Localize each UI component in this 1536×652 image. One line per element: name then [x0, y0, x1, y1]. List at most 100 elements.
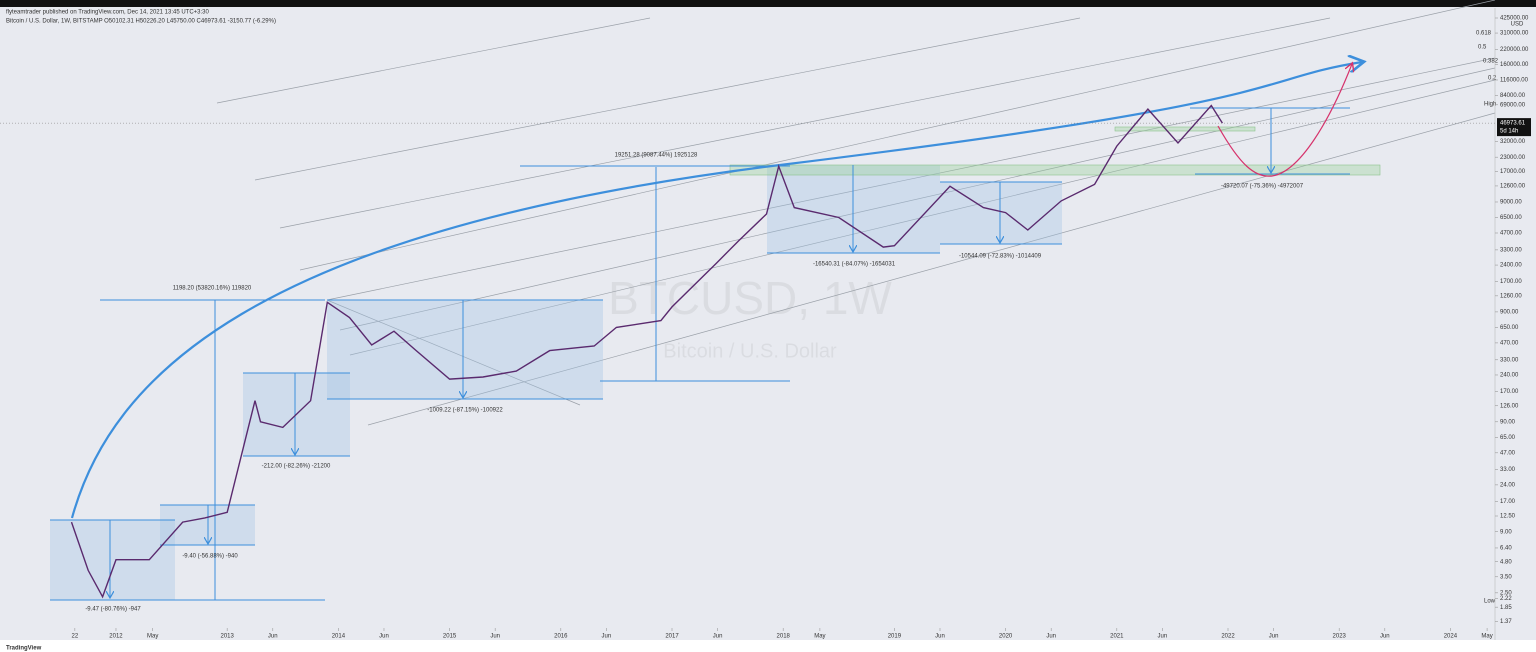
y-tick-label: 240.00	[1500, 373, 1519, 379]
y-tick-label: 2.22	[1500, 596, 1512, 602]
x-tick-label: 2020	[999, 634, 1013, 640]
x-tick-label: 2013	[221, 634, 235, 640]
y-tick-label: 9000.00	[1500, 200, 1522, 206]
x-tick-label: 2018	[777, 634, 791, 640]
annotation: -49720.07 (-75.36%) -4972007	[1221, 184, 1304, 190]
top-bar	[0, 0, 1536, 7]
x-tick-label: 2016	[554, 634, 568, 640]
y-tick-label: 4700.00	[1500, 231, 1522, 237]
fib-label: 0.618	[1476, 31, 1492, 37]
y-tick-label: 65.00	[1500, 435, 1516, 441]
y-tick-label: 2400.00	[1500, 263, 1522, 269]
y-tick-label: 6500.00	[1500, 215, 1522, 221]
annotation: -9.40 (-56.88%) -940	[182, 554, 238, 560]
measure-lines	[50, 107, 1350, 601]
high-label: High	[1484, 102, 1496, 108]
annotation: 1198.20 (53820.16%) 119820	[173, 286, 252, 292]
x-tick-label: May	[147, 634, 158, 640]
y-tick-label: 425000.00	[1500, 16, 1529, 22]
footer: TradingView	[6, 646, 42, 652]
y-tick-label: 900.00	[1500, 309, 1519, 315]
x-tick-label: Jun	[1046, 634, 1056, 640]
price-line	[70, 104, 1223, 599]
y-tick-label: 3300.00	[1500, 247, 1522, 253]
y-tick-label: 6.40	[1500, 546, 1512, 552]
x-tick-label: Jun	[379, 634, 389, 640]
x-tick-label: Jun	[1380, 634, 1390, 640]
plot-background	[0, 7, 1536, 640]
symbol-line: Bitcoin / U.S. Dollar, 1W, BITSTAMP O501…	[6, 19, 276, 25]
projection-arc	[70, 62, 1362, 519]
y-tick-label: 3.50	[1500, 574, 1512, 580]
y-tick-label: 160000.00	[1500, 62, 1529, 68]
x-tick-label: 2019	[888, 634, 902, 640]
watermark: BTCUSD, 1W	[608, 272, 892, 324]
countdown: 5d 14h	[1500, 129, 1518, 135]
price-tag	[1497, 118, 1531, 137]
annotation: -16540.31 (-84.07%) -1654031	[813, 262, 896, 268]
y-tick-label: 1.37	[1500, 619, 1512, 625]
annotation: -10544.09 (-72.83%) -1014409	[959, 254, 1042, 260]
x-tick-label: 2023	[1333, 634, 1347, 640]
x-tick-label: May	[1481, 634, 1492, 640]
range-boxes	[50, 126, 1381, 600]
x-tick-label: 22	[71, 634, 78, 640]
y-tick-label: 310000.00	[1500, 31, 1529, 37]
price-tag-label: 46973.61	[1500, 121, 1526, 127]
x-tick-label: 2024	[1444, 634, 1458, 640]
x-tick-label: Jun	[935, 634, 945, 640]
channel-lines	[216, 0, 1496, 426]
y-tick-label: 23000.00	[1500, 155, 1526, 161]
y-tick-label: 33.00	[1500, 467, 1516, 473]
y-tick-label: 650.00	[1500, 325, 1519, 331]
y-tick-label: 90.00	[1500, 419, 1516, 425]
y-tick-label: 9.00	[1500, 529, 1512, 535]
y-tick-label: 4.80	[1500, 559, 1512, 565]
y-unit: USD	[1511, 22, 1524, 28]
watermark-subtitle: Bitcoin / U.S. Dollar	[663, 340, 837, 362]
y-tick-label: 470.00	[1500, 340, 1519, 346]
fib-label: 0.2	[1488, 76, 1497, 82]
x-tick-label: Jun	[490, 634, 500, 640]
x-tick-label: 2021	[1110, 634, 1124, 640]
x-tick-label: Jun	[268, 634, 278, 640]
x-tick-label: May	[814, 634, 825, 640]
publisher: flyteamtrader published on TradingView.c…	[6, 10, 210, 16]
x-tick-label: 2017	[665, 634, 679, 640]
x-tick-label: 2012	[109, 634, 123, 640]
y-tick-label: 12600.00	[1500, 184, 1526, 190]
projection-curve	[1217, 64, 1352, 177]
y-tick-label: 12.50	[1500, 514, 1516, 520]
low-label: Low	[1484, 599, 1496, 605]
y-tick-label: 47.00	[1500, 450, 1516, 456]
annotation: -9.47 (-80.76%) -947	[85, 607, 141, 613]
x-tick-label: 2015	[443, 634, 457, 640]
y-tick-label: 2.50	[1500, 590, 1512, 596]
x-tick-label: Jun	[1158, 634, 1168, 640]
x-tick-label: Jun	[713, 634, 723, 640]
footer-bar	[0, 640, 1536, 652]
annotation: 19251.28 (9087.44%) 1925128	[615, 153, 698, 159]
y-tick-label: 69000.00	[1500, 102, 1526, 108]
y-tick-label: 17000.00	[1500, 169, 1526, 175]
fib-label: 0.382	[1483, 59, 1499, 65]
y-tick-label: 24.00	[1500, 482, 1516, 488]
y-tick-label: 126.00	[1500, 403, 1519, 409]
y-tick-label: 116000.00	[1500, 78, 1529, 84]
y-tick-label: 330.00	[1500, 357, 1519, 363]
annotation: -1009.22 (-87.15%) -100922	[427, 408, 503, 414]
fib-label: 0.5	[1478, 45, 1487, 51]
y-tick-label: 17.00	[1500, 499, 1516, 505]
x-tick-label: Jun	[602, 634, 612, 640]
annotation: -212.00 (-82.26%) -21200	[262, 464, 331, 470]
y-tick-label: 84000.00	[1500, 93, 1526, 99]
y-tick-label: 1700.00	[1500, 279, 1522, 285]
y-tick-label: 220000.00	[1500, 47, 1529, 53]
x-tick-label: 2022	[1221, 634, 1235, 640]
y-tick-label: 32000.00	[1500, 139, 1526, 145]
x-tick-label: Jun	[1269, 634, 1279, 640]
y-tick-label: 1.85	[1500, 605, 1512, 611]
y-tick-label: 1260.00	[1500, 293, 1522, 299]
